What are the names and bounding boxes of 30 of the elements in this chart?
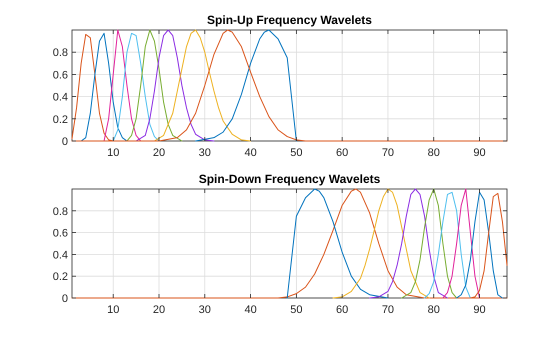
x-tick-label: 60	[336, 147, 348, 159]
x-tick-label: 70	[382, 147, 394, 159]
y-tick-label: 0.6	[52, 228, 68, 240]
x-tick-label: 50	[290, 304, 302, 316]
x-tick-label: 10	[107, 304, 120, 316]
x-tick-label: 60	[336, 304, 348, 316]
x-tick-label: 90	[473, 304, 486, 316]
x-tick-label: 50	[290, 147, 302, 159]
y-tick-label: 0	[62, 136, 68, 148]
y-tick-label: 0	[62, 293, 68, 305]
x-tick-label: 30	[198, 147, 211, 159]
x-tick-label: 80	[428, 304, 440, 316]
x-tick-label: 10	[107, 147, 120, 159]
chart-title: Spin-Up Frequency Wavelets	[207, 13, 372, 27]
x-tick-label: 40	[244, 304, 257, 316]
y-tick-label: 0.2	[52, 114, 68, 126]
x-tick-label: 80	[428, 147, 440, 159]
y-tick-label: 0.8	[52, 47, 68, 60]
x-tick-label: 20	[152, 304, 166, 316]
chart-title: Spin-Down Frequency Wavelets	[198, 172, 381, 186]
x-tick-label: 70	[382, 304, 394, 316]
y-tick-label: 0.2	[52, 271, 68, 284]
x-tick-label: 30	[198, 304, 211, 316]
x-tick-label: 20	[152, 147, 166, 159]
y-tick-label: 0.6	[52, 69, 68, 82]
x-tick-label: 90	[473, 147, 486, 159]
y-tick-label: 0.8	[52, 206, 68, 218]
y-tick-label: 0.4	[52, 92, 68, 104]
x-tick-label: 40	[244, 147, 257, 159]
y-tick-label: 0.4	[52, 249, 68, 262]
